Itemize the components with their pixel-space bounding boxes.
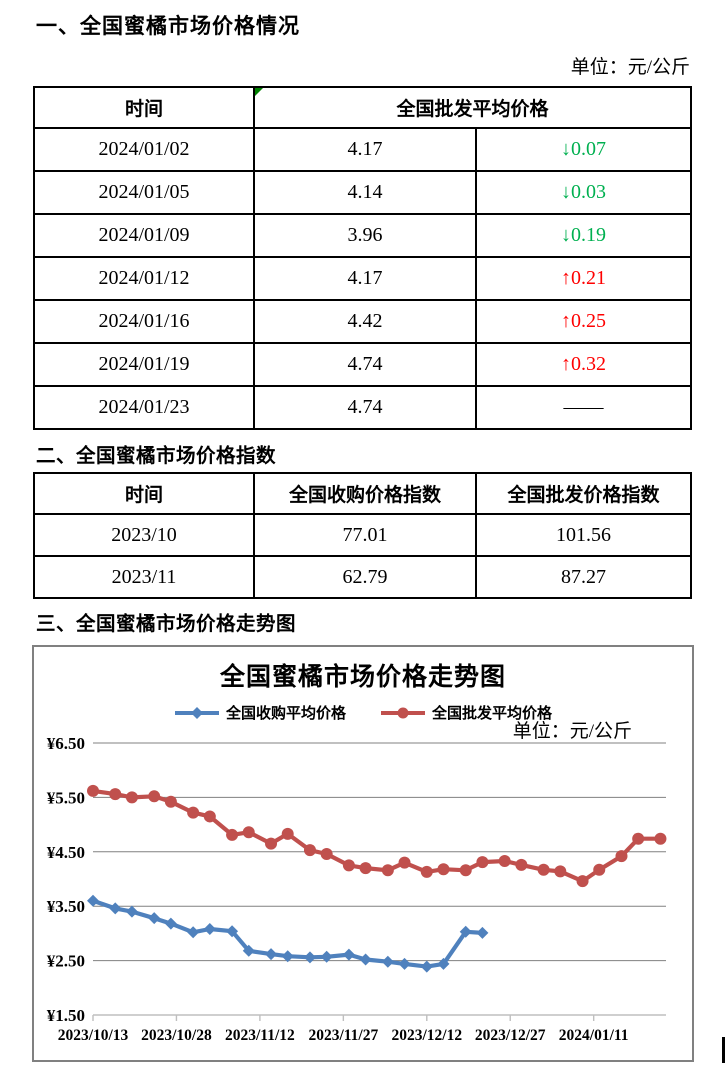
price-table-header-row: 时间 全国批发平均价格 (33, 86, 693, 129)
cell-purchase-index: 77.01 (253, 513, 477, 557)
cell-price: 4.74 (253, 385, 477, 430)
price-table-header-time: 时间 (33, 86, 255, 129)
cell-month: 2023/10 (33, 513, 255, 557)
price-index-table: 时间 全国收购价格指数 全国批发价格指数 2023/10 77.01 101.56 2… (33, 472, 692, 599)
cell-date: 2024/01/16 (33, 299, 255, 344)
svg-text:¥2.50: ¥2.50 (47, 952, 85, 971)
section1-unit-label: 单位：元/公斤 (570, 57, 690, 78)
chart-plot-area: ¥6.50 ¥5.50 ¥4.50 ¥3.50 ¥2.50 ¥1.50 2023/10/13… (47, 734, 667, 1044)
legend-line-circle-icon (381, 707, 425, 718)
price-trend-chart: ¥6.50 ¥5.50 ¥4.50 ¥3.50 ¥2.50 ¥1.50 2023/10/13… (32, 645, 694, 1062)
cell-date: 2024/01/05 (33, 170, 255, 215)
cell-change: ↑0.32 (474, 342, 693, 387)
text-cursor (722, 1037, 725, 1063)
cell-date: 2024/01/12 (33, 256, 255, 301)
svg-text:2023/12/27: 2023/12/27 (475, 1027, 546, 1044)
cell-flag-icon (255, 88, 263, 96)
wholesale-price-table: 时间 全国批发平均价格 2024/01/02 4.17 ↓0.07 2024/01/0… (33, 86, 693, 430)
legend-label: 全国批发平均价格 (432, 705, 553, 722)
svg-text:2023/11/27: 2023/11/27 (308, 1027, 378, 1044)
cell-price: 4.17 (253, 256, 477, 301)
chart-legend: 全国收购平均价格 全国批发平均价格 (34, 702, 692, 723)
cell-change: ↓0.07 (474, 127, 693, 172)
index-table-header-purchase: 全国收购价格指数 (253, 472, 477, 515)
cell-wholesale-index: 87.27 (475, 555, 692, 599)
legend-item: 全国批发平均价格 (380, 702, 552, 723)
index-table-header-time: 时间 (33, 472, 255, 515)
svg-text:2023/10/13: 2023/10/13 (58, 1027, 129, 1044)
cell-month: 2023/11 (33, 555, 255, 599)
price-table-header-price: 全国批发平均价格 (252, 86, 693, 129)
svg-text:2024/01/11: 2024/01/11 (559, 1027, 629, 1044)
legend-item: 全国收购平均价格 (174, 702, 346, 723)
legend-label: 全国收购平均价格 (225, 705, 346, 722)
section2-heading: 二、全国蜜橘市场价格指数 (36, 445, 277, 467)
cell-date: 2024/01/09 (33, 213, 255, 258)
index-table-header-row: 时间 全国收购价格指数 全国批发价格指数 (33, 472, 692, 515)
cell-date: 2024/01/19 (33, 342, 255, 387)
cell-price: 3.96 (253, 213, 477, 258)
price-table-row: 2024/01/23 4.74 —— (33, 385, 693, 430)
header-time-label: 时间 (124, 99, 163, 120)
price-table-row: 2024/01/02 4.17 ↓0.07 (33, 127, 693, 172)
cell-price: 4.42 (253, 299, 477, 344)
svg-text:¥1.50: ¥1.50 (47, 1006, 85, 1025)
svg-text:¥5.50: ¥5.50 (47, 788, 85, 807)
svg-text:2023/11/12: 2023/11/12 (225, 1027, 295, 1044)
index-table-row: 2023/10 77.01 101.56 (33, 513, 692, 557)
cell-price: 4.14 (253, 170, 477, 215)
cell-change: ↑0.25 (474, 299, 693, 344)
chart-title: 全国蜜橘市场价格走势图 (219, 663, 506, 691)
price-table-row: 2024/01/16 4.42 ↑0.25 (33, 299, 693, 344)
svg-text:¥4.50: ¥4.50 (47, 843, 85, 862)
price-table-row: 2024/01/19 4.74 ↑0.32 (33, 342, 693, 387)
cell-price: 4.74 (253, 342, 477, 387)
price-table-row: 2024/01/09 3.96 ↓0.19 (33, 213, 693, 258)
index-table-header-wholesale: 全国批发价格指数 (475, 472, 692, 515)
legend-line-diamond-icon (174, 706, 219, 719)
svg-text:¥3.50: ¥3.50 (47, 897, 85, 916)
cell-change: ↓0.03 (474, 170, 693, 215)
header-price-label: 全国批发平均价格 (396, 99, 549, 120)
cell-date: 2024/01/23 (33, 385, 255, 430)
cell-change: ↑0.21 (474, 256, 693, 301)
svg-text:¥6.50: ¥6.50 (47, 734, 85, 753)
price-table-row: 2024/01/05 4.14 ↓0.03 (33, 170, 693, 215)
section3-heading: 三、全国蜜橘市场价格走势图 (36, 613, 297, 635)
svg-text:2023/10/28: 2023/10/28 (141, 1027, 212, 1044)
chart-unit-label: 单位：元/公斤 (512, 721, 632, 742)
cell-date: 2024/01/02 (33, 127, 255, 172)
cell-wholesale-index: 101.56 (475, 513, 692, 557)
index-table-row: 2023/11 62.79 87.27 (33, 555, 692, 599)
cell-change: —— (474, 385, 693, 430)
section1-heading: 一、全国蜜橘市场价格情况 (36, 15, 300, 38)
cell-change: ↓0.19 (474, 213, 693, 258)
cell-price: 4.17 (253, 127, 477, 172)
svg-text:2023/12/12: 2023/12/12 (391, 1027, 462, 1044)
cell-purchase-index: 62.79 (253, 555, 477, 599)
price-table-row: 2024/01/12 4.17 ↑0.21 (33, 256, 693, 301)
